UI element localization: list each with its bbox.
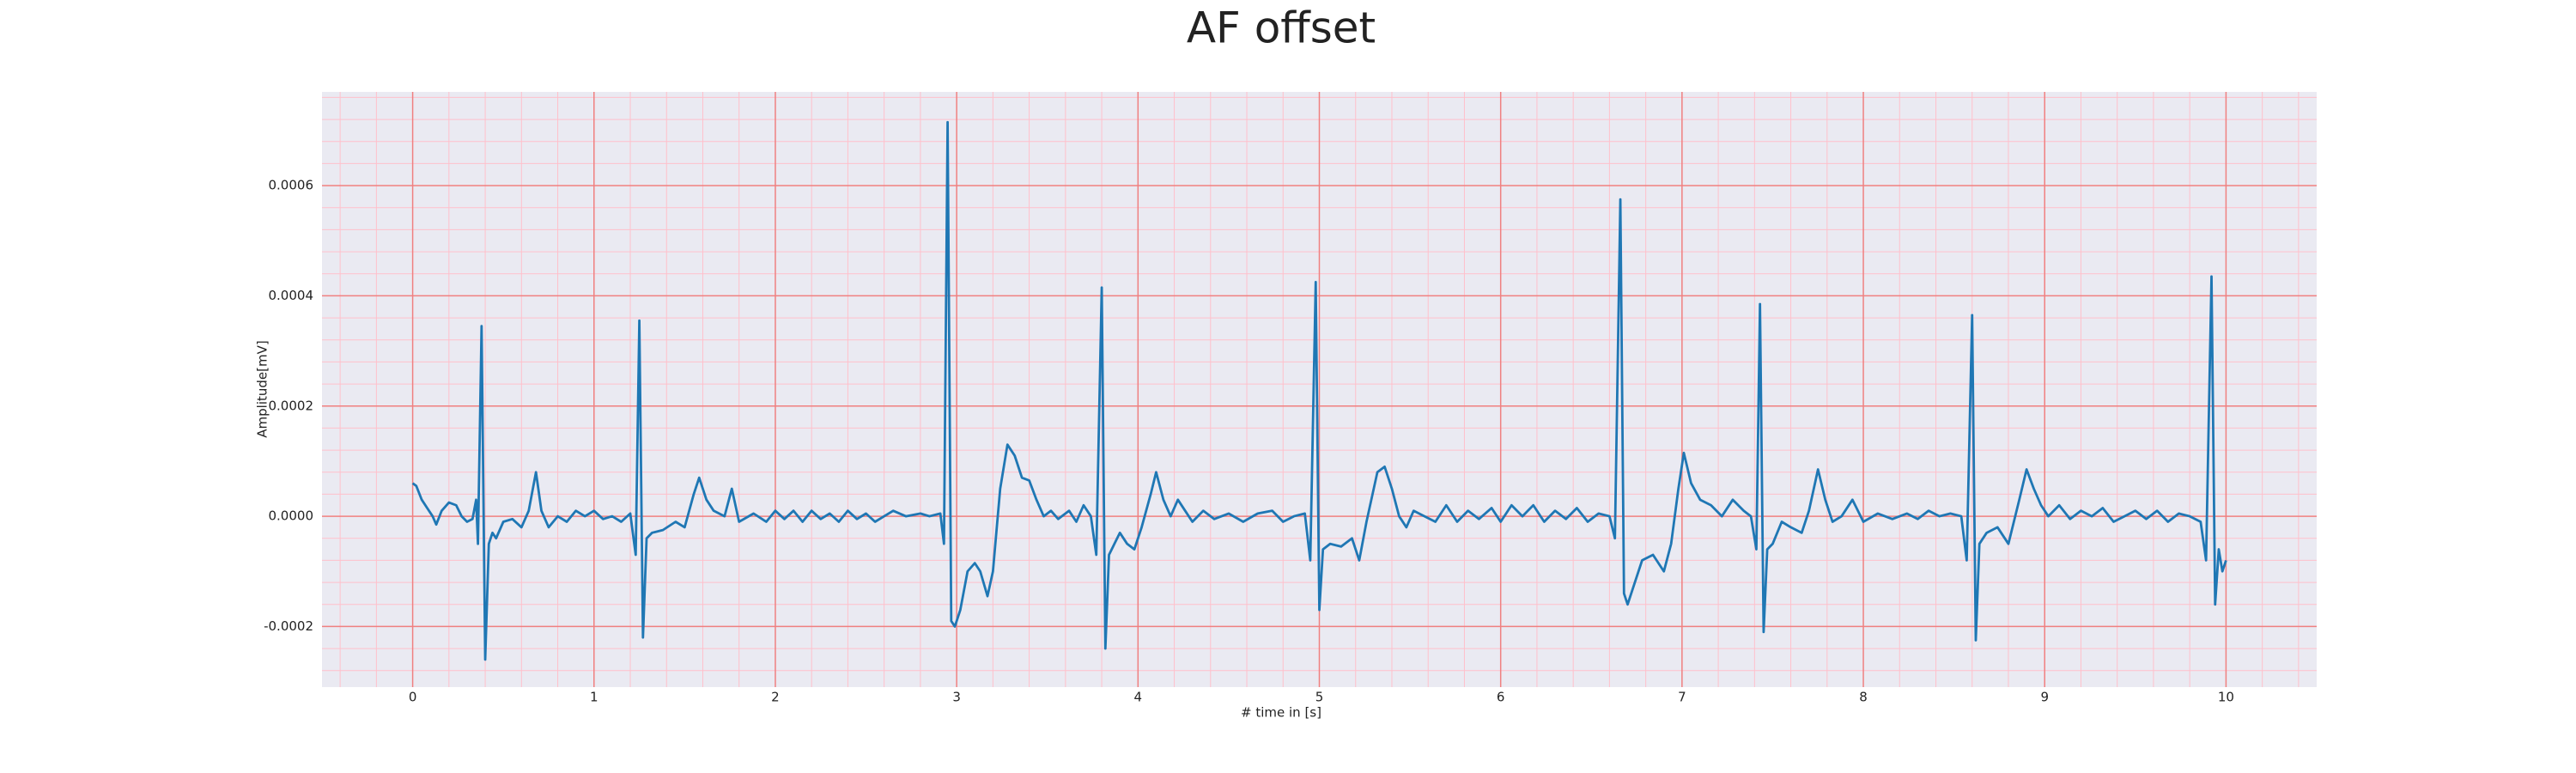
y-tick-label: 0.0006 <box>269 178 314 193</box>
x-axis-label: # time in [s] <box>1241 705 1321 721</box>
signal-line <box>411 120 2227 661</box>
x-tick-label: 3 <box>952 690 961 705</box>
x-tick-label: 2 <box>771 690 780 705</box>
y-tick-label: 0.0004 <box>269 288 314 303</box>
y-tick-label: 0.0000 <box>269 508 314 524</box>
x-tick-label: 7 <box>1678 690 1686 705</box>
chart-title: AF offset <box>1187 3 1376 53</box>
x-tick-label: 6 <box>1497 690 1505 705</box>
x-tick-label: 8 <box>1859 690 1868 705</box>
x-tick-label: 10 <box>2218 690 2234 705</box>
y-tick-label: 0.0002 <box>269 398 314 413</box>
x-tick-label: 4 <box>1134 690 1143 705</box>
y-axis-label: Amplitude[mV] <box>255 340 270 437</box>
x-tick-label: 5 <box>1315 690 1324 705</box>
x-tick-label: 0 <box>409 690 417 705</box>
x-tick-label: 1 <box>590 690 598 705</box>
x-tick-label: 9 <box>2040 690 2049 705</box>
y-tick-label: -0.0002 <box>264 618 313 634</box>
